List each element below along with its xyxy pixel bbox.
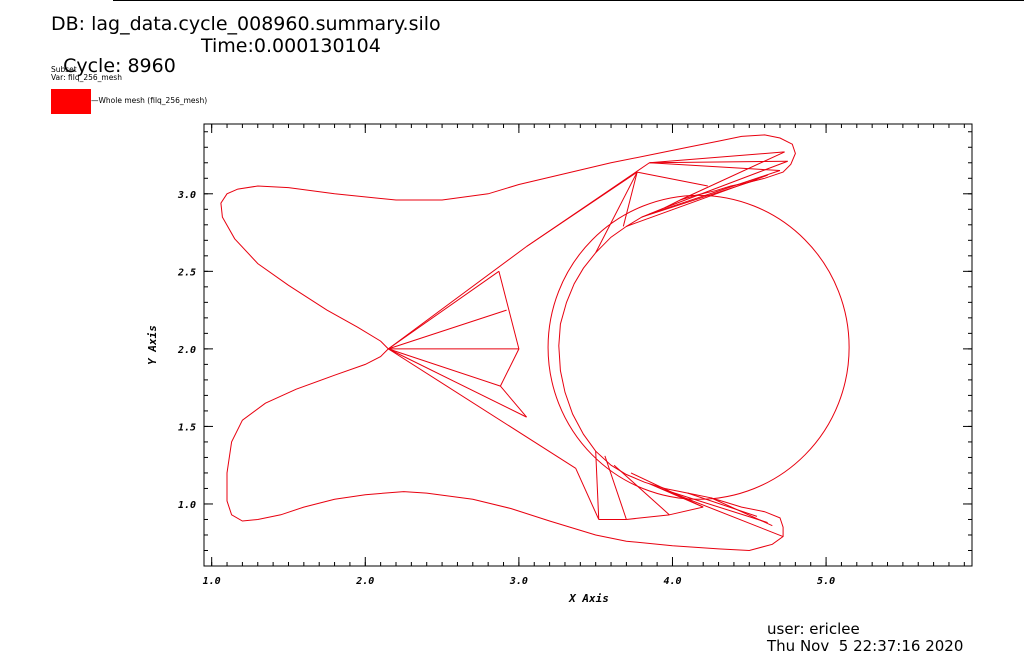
x-tick-label: 2.0	[355, 576, 374, 587]
mesh-circle	[547, 194, 850, 500]
cycle-value: Cycle: 8960	[63, 55, 176, 77]
time-value: Time:0.000130104	[201, 35, 381, 57]
mesh-segment	[649, 151, 785, 164]
mesh-fan-line	[388, 270, 500, 350]
mesh-segment	[388, 246, 527, 350]
mesh-segment	[595, 171, 638, 253]
mesh-segment	[388, 348, 576, 469]
subset-title: Subset	[51, 65, 77, 74]
mesh-segment	[669, 506, 704, 516]
mesh-segment	[679, 151, 785, 201]
y-axis-title: Y Axis	[146, 325, 159, 365]
legend-label: —Whole mesh (filq_256_mesh)	[91, 96, 208, 105]
mesh-segment	[526, 162, 650, 247]
axis-ticks: 1.0 2.0 3.0 4.0 5.0 1.0 1.5 2.0 2.5 3.0	[177, 124, 972, 587]
plot-frame	[203, 123, 973, 567]
subset-var: Var: filq_256_mesh	[51, 73, 122, 82]
y-tick-label: 3.0	[177, 190, 196, 201]
x-tick-label: 4.0	[663, 576, 681, 587]
y-tick-label: 2.0	[177, 345, 196, 356]
mesh-outline	[220, 134, 796, 552]
db-title: DB: lag_data.cycle_008960.summary.silo	[51, 13, 441, 35]
x-tick-label: 5.0	[817, 576, 835, 587]
mesh-inner-chain	[498, 271, 527, 418]
mesh-segment	[656, 486, 784, 537]
x-tick-label: 3.0	[509, 576, 528, 587]
mesh-segment	[622, 171, 638, 227]
top-border-line	[113, 0, 1024, 1]
y-tick-label: 1.0	[178, 500, 196, 511]
mesh-segment	[664, 160, 788, 209]
mesh-segment	[687, 492, 758, 517]
mesh-segment	[641, 179, 758, 218]
mesh-segment	[604, 455, 627, 520]
mesh-segment	[664, 489, 768, 524]
mesh-lines	[220, 134, 850, 552]
mesh-segment	[649, 170, 781, 215]
mesh-fan-line	[388, 309, 507, 350]
y-tick-label: 2.5	[177, 267, 196, 278]
legend-swatch	[51, 89, 91, 114]
mesh-segment	[595, 451, 600, 520]
y-tick-label: 1.5	[178, 422, 196, 433]
mesh-segment	[575, 468, 600, 520]
x-tick-label: 1.0	[203, 576, 221, 587]
footer-date: Thu Nov 5 22:37:16 2020	[767, 637, 964, 655]
mesh-segment	[637, 171, 708, 187]
mesh-segment	[613, 464, 670, 516]
mesh-fan-line	[388, 348, 527, 418]
mesh-fan-line	[388, 348, 501, 387]
cycle-label: Cycle: 8960 Time:0.000130104	[51, 36, 381, 96]
footer-user: user: ericlee	[767, 620, 860, 638]
mesh-segment	[626, 514, 670, 520]
mesh-segment	[649, 162, 781, 172]
mesh-segment	[710, 497, 773, 527]
x-axis-title: X Axis	[568, 592, 609, 605]
